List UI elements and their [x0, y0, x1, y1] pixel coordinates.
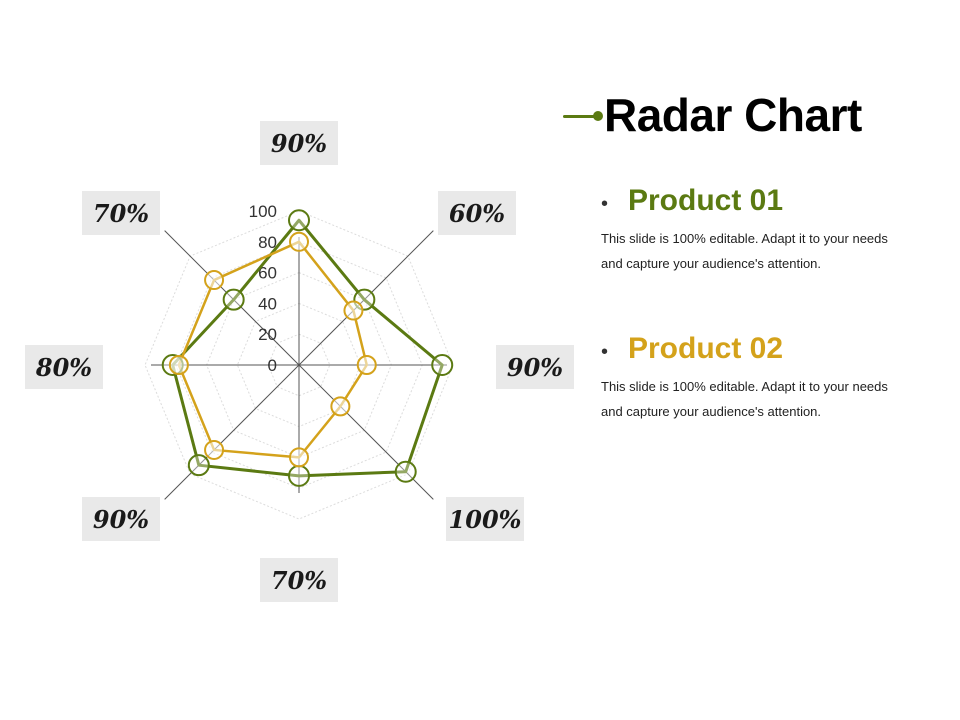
series-1-point: [431, 354, 454, 376]
series-2-point: [289, 231, 309, 252]
radial-tick-label: 40: [258, 294, 277, 313]
series-1-point: [187, 454, 210, 477]
series-2-point: [356, 355, 377, 375]
product-01-block: • Product 01 This slide is 100% editable…: [601, 184, 891, 276]
series-1-point: [288, 464, 310, 487]
radial-tick-label: 100: [249, 202, 277, 221]
axis-label: 80%: [25, 345, 103, 389]
series-2-point: [289, 447, 309, 468]
radar-chart: 0 20 40 60 80 100: [144, 202, 454, 520]
series-2-point: [204, 439, 225, 460]
axis-label: 100%: [446, 497, 524, 541]
series-2-point: [330, 396, 351, 417]
series-1-point: [288, 209, 310, 232]
axis-label: 90%: [496, 345, 574, 389]
series-2-point: [204, 270, 225, 291]
axis-label: 70%: [260, 558, 338, 602]
radial-tick-label: 20: [258, 325, 277, 344]
axis-spoke: [298, 230, 434, 366]
title-accent-dot: [593, 111, 603, 121]
grid-ring: [144, 210, 454, 520]
axis-label: 90%: [82, 497, 160, 541]
title-accent-line: [563, 115, 597, 118]
radial-tick-label: 0: [268, 356, 277, 375]
bullet-icon: •: [601, 193, 609, 215]
product-01-description: This slide is 100% editable. Adapt it to…: [601, 231, 888, 271]
product-01-name: Product 01: [628, 184, 784, 217]
axis-spoke: [164, 230, 300, 366]
axis-label: 90%: [260, 121, 338, 165]
radial-tick-label: 80: [258, 233, 277, 252]
axis-spoke: [298, 364, 434, 500]
axis-spoke: [164, 364, 300, 500]
product-02-name: Product 02: [628, 332, 784, 365]
grid-ring: [267, 333, 331, 397]
series-1-point: [222, 288, 245, 311]
series-2-point: [168, 355, 189, 375]
series-1-point: [394, 460, 417, 483]
series-2-point: [343, 300, 364, 321]
bullet-icon: •: [601, 341, 609, 363]
product-02-description: This slide is 100% editable. Adapt it to…: [601, 379, 888, 419]
series-line-1: [171, 218, 444, 478]
slide-title: Radar Chart: [604, 89, 862, 141]
radial-tick-label: 60: [258, 264, 277, 283]
product-02-block: • Product 02 This slide is 100% editable…: [601, 332, 891, 424]
axis-label: 60%: [438, 191, 516, 235]
axis-label: 70%: [82, 191, 160, 235]
